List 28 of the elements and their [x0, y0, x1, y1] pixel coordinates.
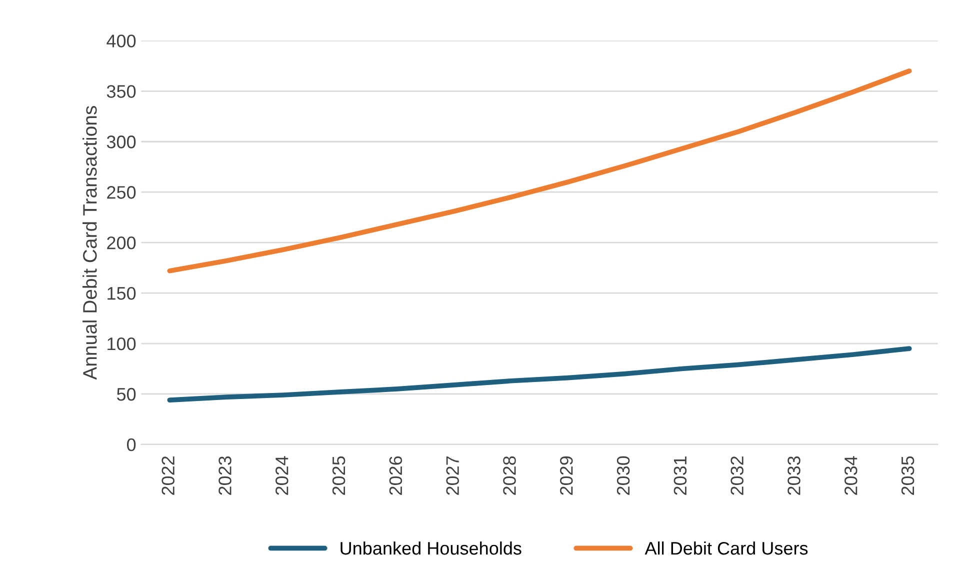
- x-tick-label: 2024: [276, 456, 288, 495]
- x-tick-label: 2031: [674, 456, 687, 495]
- x-tick-label: 2030: [616, 456, 630, 495]
- y-axis-title: Annual Debit Card Transactions: [82, 106, 97, 380]
- y-tick-label: 150: [108, 286, 136, 300]
- legend-label: Unbanked Households: [340, 541, 522, 555]
- line-series: [167, 68, 912, 274]
- x-tick-label: 2023: [218, 456, 232, 495]
- x-tick-label: 2028: [503, 456, 516, 495]
- y-tick-label: 100: [108, 337, 136, 350]
- y-tick-label: 350: [106, 85, 136, 98]
- x-tick-label: 2029: [560, 456, 573, 495]
- legend-label: All Debit Card Users: [644, 541, 808, 555]
- line-series: [167, 346, 912, 402]
- x-tick-label: 2026: [389, 456, 402, 495]
- x-tick-label: 2022: [162, 456, 174, 495]
- x-tick-label: 2025: [332, 456, 346, 495]
- x-tick-label: 2034: [844, 456, 858, 495]
- x-tick-label: 2027: [446, 456, 459, 495]
- y-tick-label: 200: [107, 236, 136, 250]
- x-tick-label: 2035: [901, 456, 914, 495]
- y-tick-label: 0: [126, 438, 136, 452]
- y-tick-label: 400: [106, 34, 136, 48]
- y-tick-label: 250: [107, 186, 136, 199]
- y-tick-label: 300: [106, 136, 136, 148]
- x-tick-label: 2032: [730, 456, 744, 495]
- x-tick-label: 2033: [788, 456, 800, 495]
- y-tick-label: 50: [116, 388, 136, 401]
